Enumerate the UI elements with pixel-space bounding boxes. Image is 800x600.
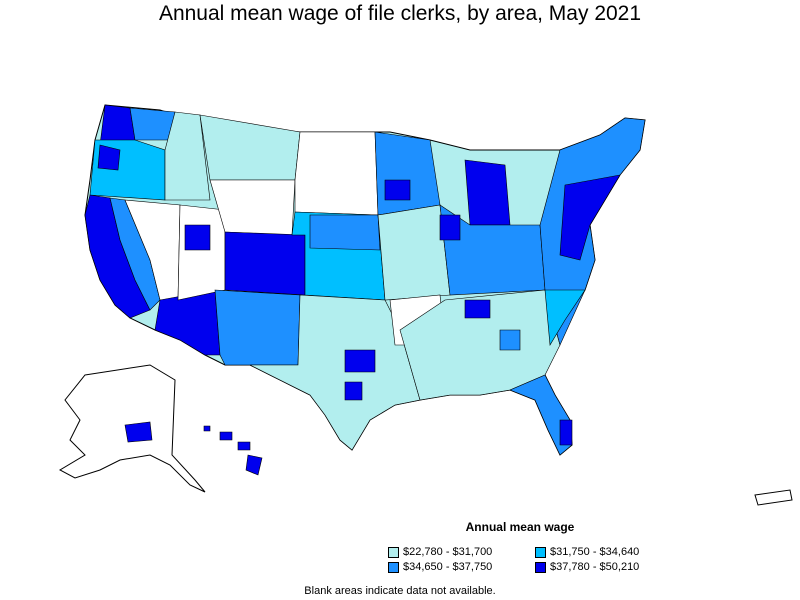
region-tn-nashville: [464, 299, 491, 319]
hawaii-kauai: [203, 425, 211, 432]
legend-item-tier3: $34,650 - $37,750: [388, 561, 492, 573]
legend-swatch-tier1: [388, 546, 399, 558]
region-ut: [177, 204, 226, 301]
region-ga-atlanta: [499, 329, 521, 351]
region-mi: [464, 159, 511, 226]
legend-item-tier1: $22,780 - $31,700: [388, 546, 492, 558]
region-nm: [214, 289, 301, 366]
region-ia-mo: [377, 204, 451, 301]
region-id: [164, 111, 211, 201]
legend-swatch-tier2: [535, 546, 546, 558]
region-dakotas: [294, 131, 379, 216]
region-mt: [199, 114, 301, 181]
legend-label-tier1: $22,780 - $31,700: [403, 546, 493, 558]
region-il-chicago: [439, 214, 461, 241]
region-carolinas: [544, 289, 586, 346]
hawaii-maui: [237, 441, 251, 451]
hawaii-oahu: [219, 431, 233, 441]
legend-label-tier3: $34,650 - $37,750: [403, 561, 493, 573]
legend-label-tier2: $31,750 - $34,640: [550, 546, 640, 558]
alaska-anchorage: [124, 421, 153, 443]
legend-item-tier4: $37,780 - $50,210: [535, 561, 639, 573]
region-ut-slc: [184, 224, 211, 251]
region-az: [154, 289, 221, 356]
region-ne-east: [309, 214, 381, 251]
region-tx-dallas: [344, 349, 376, 373]
legend-swatch-tier4: [535, 561, 546, 573]
legend-item-tier2: $31,750 - $34,640: [535, 546, 639, 558]
puerto-rico: [754, 489, 793, 506]
region-or-portland: [97, 144, 121, 171]
legend-swatch-tier3: [388, 561, 399, 573]
hawaii-big-island: [245, 454, 263, 476]
region-tx-houston: [344, 381, 363, 401]
region-wa-east: [129, 107, 176, 141]
region-fl-miami: [559, 419, 573, 446]
region-northeast-corridor: [559, 174, 621, 261]
region-mn-msp: [384, 179, 411, 201]
legend-label-tier4: $37,780 - $50,210: [550, 561, 640, 573]
footnote: Blank areas indicate data not available.: [304, 585, 496, 597]
region-mn-wi: [374, 131, 441, 216]
legend-title: Annual mean wage: [465, 520, 575, 534]
map-title: Annual mean wage of file clerks, by area…: [158, 2, 642, 25]
region-co: [224, 231, 306, 296]
